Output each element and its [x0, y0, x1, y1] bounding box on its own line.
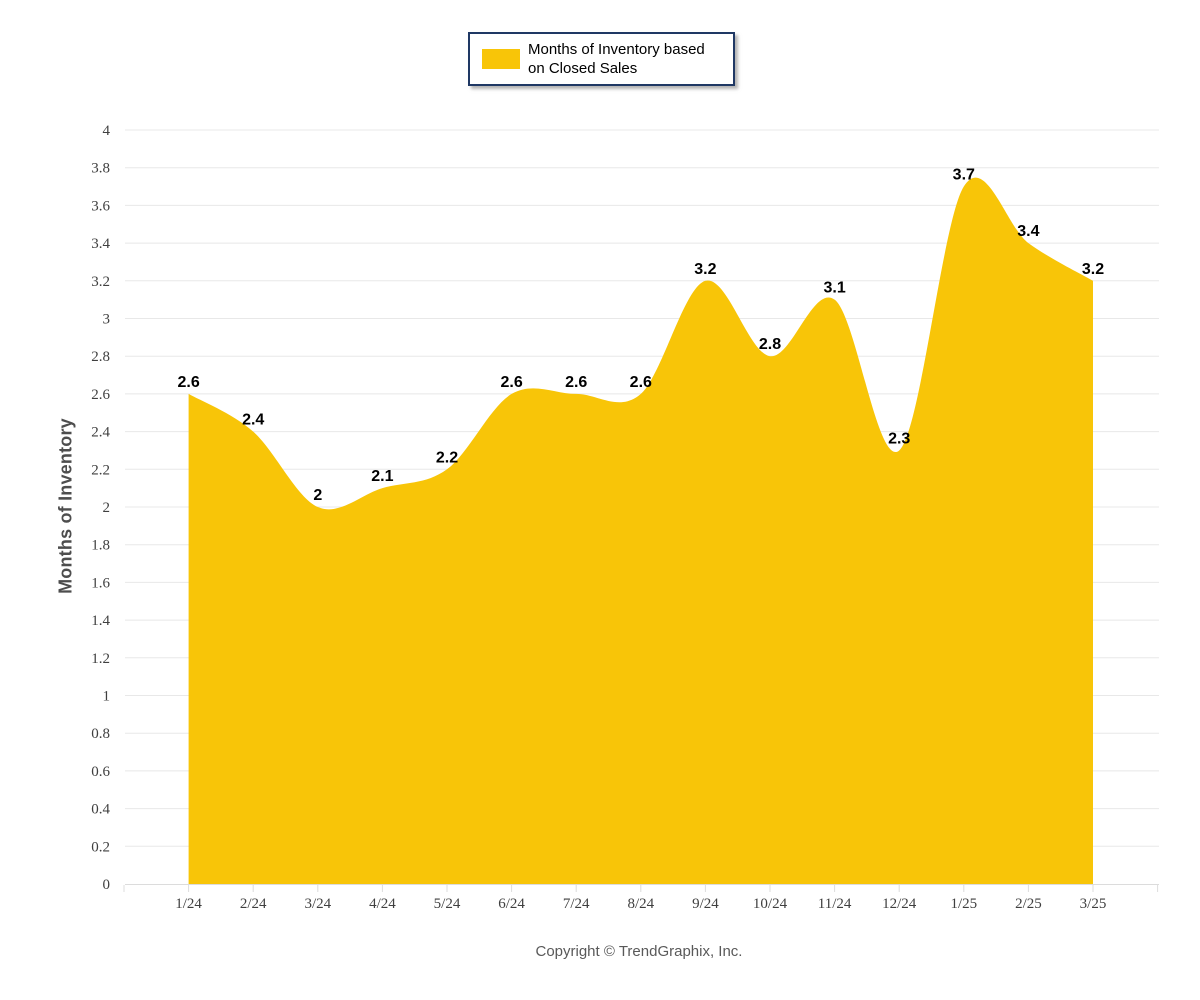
svg-text:2.6: 2.6 [500, 374, 522, 391]
svg-text:2.8: 2.8 [759, 336, 781, 353]
inventory-area-chart: 0 0.2 0.4 0.6 0.8 1 1.2 1.4 1.6 1.8 2 2.2 2.4 2.6 2.8 3… [91, 123, 1159, 912]
svg-text:1/24: 1/24 [175, 896, 202, 912]
svg-text:3.4: 3.4 [91, 236, 110, 252]
svg-text:2.4: 2.4 [242, 412, 264, 429]
svg-text:3.4: 3.4 [1017, 223, 1039, 240]
svg-text:0.6: 0.6 [91, 764, 110, 780]
svg-text:3.1: 3.1 [823, 280, 845, 297]
svg-text:2.3: 2.3 [888, 430, 910, 447]
svg-text:2.8: 2.8 [91, 349, 110, 365]
svg-text:0: 0 [103, 877, 111, 893]
svg-text:2/24: 2/24 [240, 896, 267, 912]
copyright-text: Copyright © TrendGraphix, Inc. [535, 943, 743, 960]
svg-text:10/24: 10/24 [753, 896, 788, 912]
svg-text:2.2: 2.2 [91, 462, 110, 478]
svg-text:4/24: 4/24 [369, 896, 396, 912]
legend-label: Months of Inventory based on Closed Sale… [528, 41, 705, 77]
svg-text:7/24: 7/24 [563, 896, 590, 912]
svg-text:8/24: 8/24 [627, 896, 654, 912]
legend: Months of Inventory based on Closed Sale… [468, 32, 735, 86]
svg-text:2.1: 2.1 [371, 468, 393, 485]
svg-text:2: 2 [103, 500, 111, 516]
svg-text:11/24: 11/24 [818, 896, 852, 912]
svg-text:2.6: 2.6 [177, 374, 199, 391]
svg-text:3.8: 3.8 [91, 161, 110, 177]
svg-text:1: 1 [103, 689, 111, 705]
svg-text:0.2: 0.2 [91, 839, 110, 855]
svg-text:0.8: 0.8 [91, 726, 110, 742]
legend-swatch-icon [482, 49, 520, 69]
svg-text:1.8: 1.8 [91, 538, 110, 554]
svg-text:3.2: 3.2 [91, 274, 110, 290]
svg-text:6/24: 6/24 [498, 896, 525, 912]
svg-text:1.6: 1.6 [91, 575, 110, 591]
svg-text:2.4: 2.4 [91, 425, 110, 441]
svg-text:2.6: 2.6 [91, 387, 110, 403]
svg-text:0.4: 0.4 [91, 802, 110, 818]
svg-text:2.2: 2.2 [436, 449, 458, 466]
svg-text:2.6: 2.6 [630, 374, 652, 391]
svg-text:5/24: 5/24 [434, 896, 461, 912]
svg-text:1.4: 1.4 [91, 613, 110, 629]
svg-text:3.2: 3.2 [694, 261, 716, 278]
svg-text:12/24: 12/24 [882, 896, 917, 912]
svg-text:3.2: 3.2 [1082, 261, 1104, 278]
svg-text:3.7: 3.7 [953, 167, 975, 184]
svg-text:4: 4 [103, 123, 111, 139]
svg-text:2/25: 2/25 [1015, 896, 1042, 912]
svg-text:3/24: 3/24 [304, 896, 331, 912]
svg-text:3: 3 [103, 312, 111, 328]
svg-text:3.6: 3.6 [91, 198, 110, 214]
svg-text:1/25: 1/25 [950, 896, 977, 912]
svg-text:9/24: 9/24 [692, 896, 719, 912]
svg-text:1.2: 1.2 [91, 651, 110, 667]
svg-text:2: 2 [313, 487, 322, 504]
svg-text:2.6: 2.6 [565, 374, 587, 391]
svg-text:3/25: 3/25 [1080, 896, 1107, 912]
